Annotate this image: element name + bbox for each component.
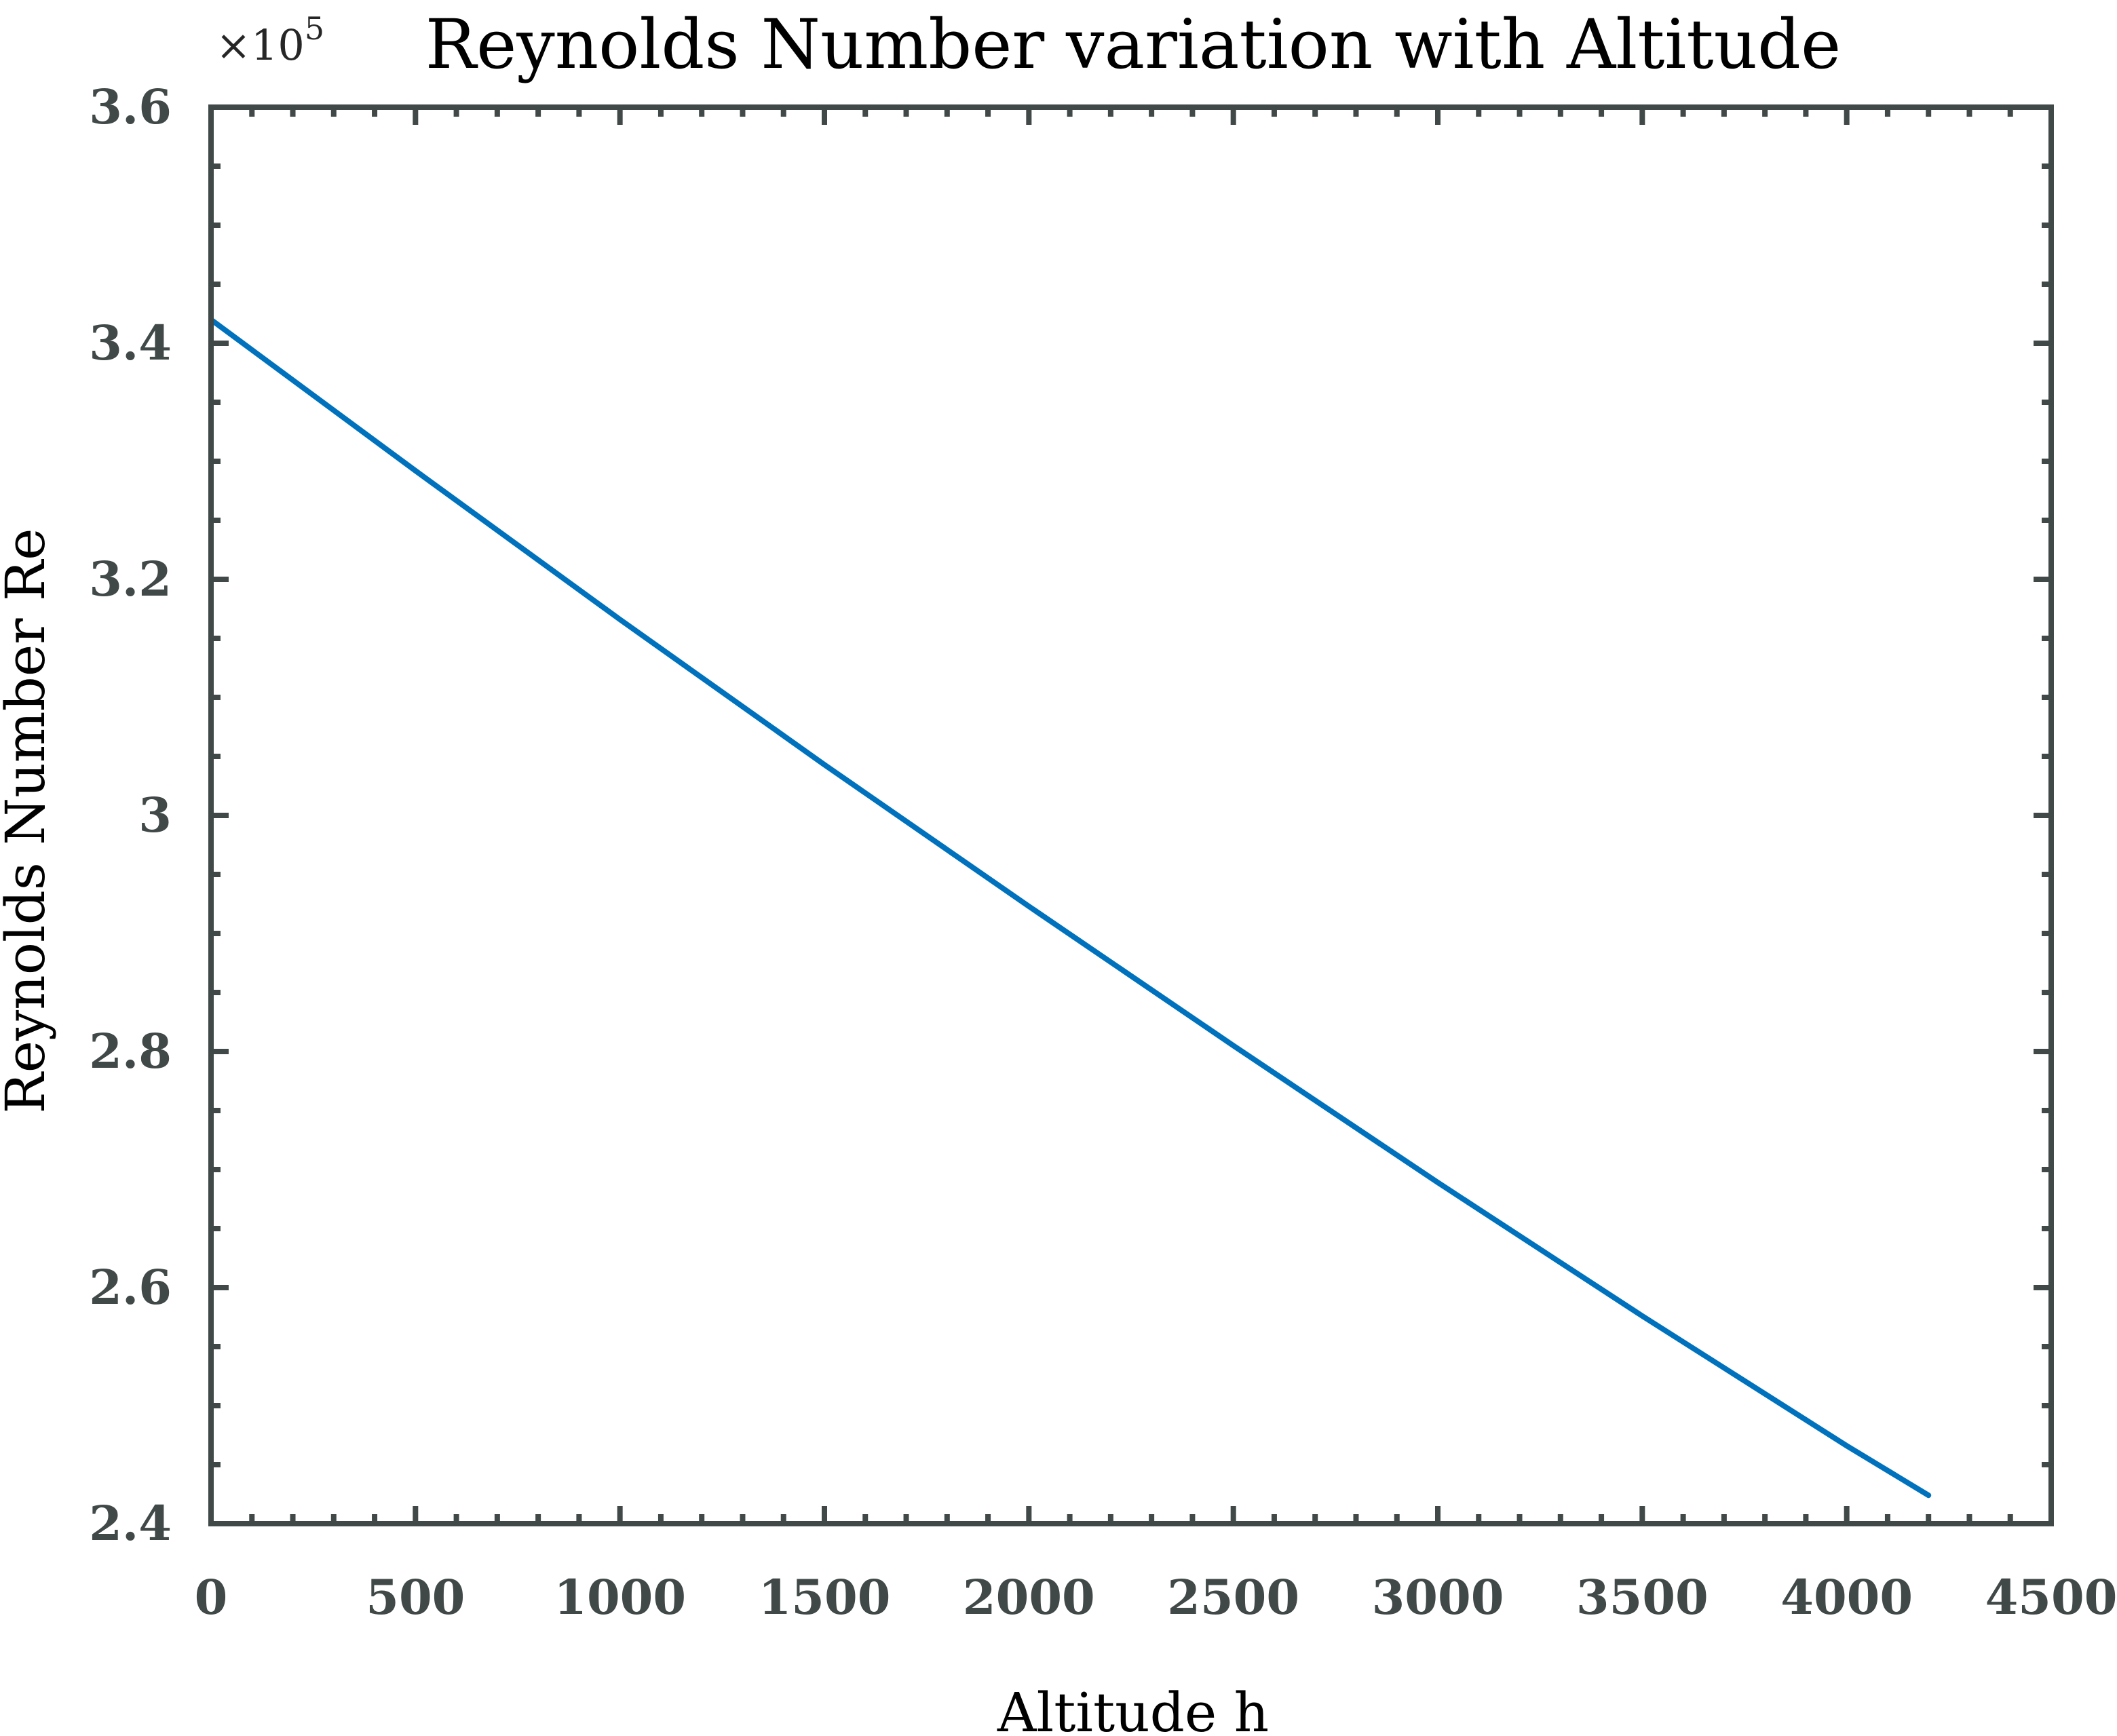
x-tick-label: 2500: [1167, 1569, 1299, 1625]
chart-title: Reynolds Number variation with Altitude: [425, 5, 1841, 84]
y-tick-label: 2.8: [89, 1023, 172, 1079]
y-axis-multiplier: ×105: [216, 10, 324, 70]
y-tick-label: 3.2: [89, 551, 172, 607]
x-tick-label: 500: [366, 1569, 465, 1625]
x-tick-label: 1000: [554, 1569, 686, 1625]
y-tick-label: 2.6: [89, 1259, 172, 1315]
y-tick-label: 3.4: [89, 315, 172, 371]
x-tick-label: 1500: [759, 1569, 891, 1625]
x-tick-label: 4000: [1780, 1569, 1913, 1625]
series-group: [208, 317, 1932, 1499]
y-tick-label: 2.4: [89, 1495, 172, 1551]
y-tick-label: 3: [138, 787, 172, 843]
series-line: [208, 317, 1932, 1499]
x-tick-label: 4500: [1985, 1569, 2117, 1625]
y-axis-multiplier-exponent: 5: [305, 10, 324, 47]
y-axis-label: Reynolds Number Re: [0, 528, 57, 1114]
x-tick-label: 3500: [1576, 1569, 1709, 1625]
x-tick-label: 2000: [963, 1569, 1095, 1625]
axis-tick-labels: 0 500 1000 1500 2000 2500 3000 3500 4000 4500 2.4 2…: [89, 79, 2117, 1625]
x-tick-label: 0: [195, 1569, 228, 1625]
y-axis-multiplier-base: ×10: [216, 20, 305, 70]
x-axis-label: Altitude h: [997, 1681, 1269, 1736]
x-tick-label: 3000: [1372, 1569, 1504, 1625]
y-tick-label: 3.6: [89, 79, 172, 135]
axis-ticks: [208, 104, 2054, 1526]
axes-box: [208, 104, 2054, 1526]
